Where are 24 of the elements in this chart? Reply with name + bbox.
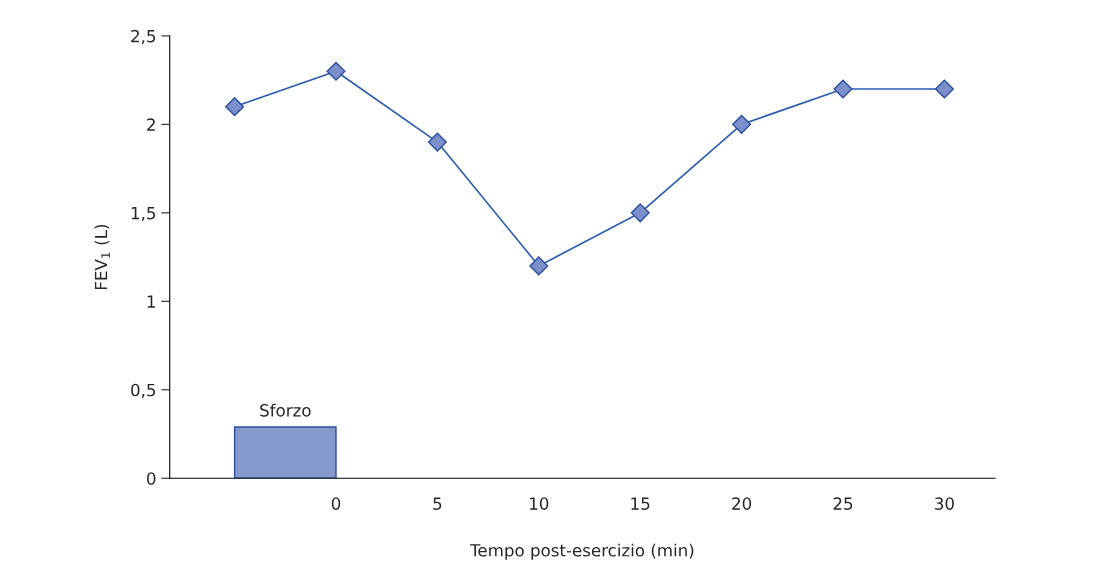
y-axis-title: FEV$_{1}$ (L): [94, 224, 110, 290]
point: [427, 132, 447, 152]
point: [732, 114, 752, 134]
point: [529, 256, 549, 276]
x-tick-label: 5: [433, 497, 442, 510]
x-tick-label: 30: [935, 497, 954, 510]
y-tick-label: 0,5: [131, 383, 156, 399]
x-tick-label: 15: [631, 497, 650, 510]
point: [630, 203, 650, 223]
series-label: Sforzo: [260, 403, 311, 417]
x-tick-label: 25: [833, 497, 853, 510]
y-tick-label: 1: [147, 295, 155, 308]
y-tick-label: 1,5: [131, 207, 156, 222]
point: [225, 97, 245, 117]
y-tick-label: 2,5: [131, 29, 156, 45]
x-tick-label: 20: [732, 497, 752, 510]
point: [934, 79, 954, 99]
x-tick-label: 0: [331, 497, 341, 510]
y-tick-label: 2: [147, 118, 155, 131]
y-tick-label: 0: [147, 472, 156, 485]
point: [326, 61, 346, 81]
point: [833, 79, 853, 99]
x-tick-label: 10: [530, 497, 549, 510]
x-axis-title: Tempo post-esercizio (min): [470, 543, 694, 560]
